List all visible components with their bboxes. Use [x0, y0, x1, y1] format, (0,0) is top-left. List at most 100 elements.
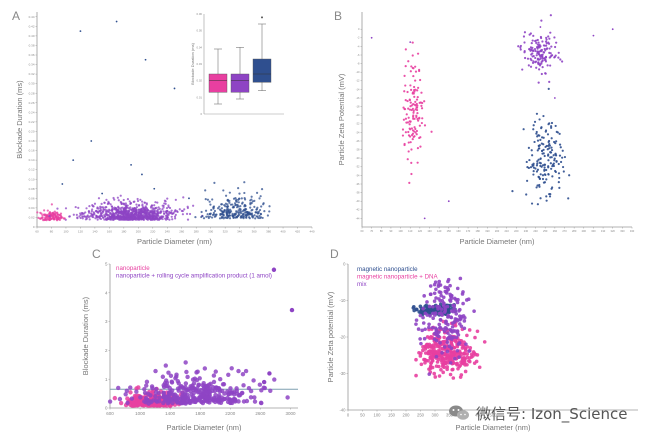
data-point-series-1	[137, 212, 141, 215]
data-point-series-1	[121, 218, 125, 221]
y-tick-label: -4	[357, 44, 360, 48]
data-point-series-1	[161, 391, 166, 396]
data-point-series-1	[116, 196, 119, 199]
data-point-series-2	[558, 143, 562, 146]
data-point-series-2	[253, 199, 256, 202]
data-point-series-2	[457, 309, 461, 313]
data-point-series-1	[167, 391, 173, 397]
x-tick-label: 130	[427, 229, 432, 233]
data-point-series-2	[543, 166, 546, 169]
data-point-series-2	[535, 186, 538, 189]
data-point-series-1	[541, 55, 544, 59]
data-point-series-1	[453, 339, 458, 343]
data-point-series-1	[188, 212, 192, 216]
data-point-series-2	[555, 140, 558, 143]
data-point-series-2	[457, 355, 461, 359]
x-tick-label: 110	[408, 229, 413, 233]
data-point-series-1	[118, 215, 121, 218]
data-point-series-1	[153, 214, 156, 217]
data-point-series-1	[92, 211, 95, 214]
data-point-series-1	[89, 215, 92, 218]
y-tick-label: 0.20	[29, 129, 35, 133]
data-point-series-2	[427, 304, 432, 309]
data-point-series-0	[417, 86, 420, 89]
data-point-series-1	[149, 214, 152, 217]
data-point-series-2	[258, 197, 261, 200]
data-point-series-0	[418, 116, 421, 119]
data-point-series-1	[185, 374, 190, 380]
data-point-series-1	[531, 46, 534, 49]
outlier-point	[79, 30, 82, 33]
data-point-series-0	[446, 309, 450, 313]
data-point-series-2	[418, 313, 423, 318]
data-point-series-1	[229, 390, 234, 395]
data-point-series-2	[547, 87, 550, 90]
data-point-series-1	[129, 208, 133, 211]
data-point-series-2	[207, 216, 210, 220]
outlier-point	[153, 187, 156, 190]
data-point-series-2	[446, 322, 450, 327]
data-point-series-1	[120, 206, 123, 209]
data-point-series-1	[561, 60, 564, 63]
data-point-series-0	[410, 127, 414, 130]
data-point-series-1	[212, 388, 218, 394]
data-point-series-1	[251, 378, 256, 383]
data-point-series-1	[104, 215, 107, 218]
data-point-series-1	[166, 197, 169, 200]
data-point-series-1	[538, 63, 541, 66]
data-point-series-0	[403, 74, 406, 77]
data-point-series-2	[549, 193, 552, 196]
y-tick-label: 0.04	[29, 206, 35, 210]
data-point-series-2	[235, 200, 238, 203]
data-point-series-1	[472, 361, 477, 365]
data-point-series-1	[122, 202, 126, 205]
data-point-series-2	[260, 188, 264, 191]
data-point-series-2	[557, 162, 560, 166]
data-point-series-2	[222, 189, 225, 192]
data-point-series-2	[540, 126, 543, 130]
data-point-series-1	[174, 213, 177, 216]
data-point-series-2	[215, 213, 218, 216]
data-point-series-2	[535, 112, 539, 115]
data-point-series-1	[180, 390, 185, 395]
data-point-series-1	[160, 374, 166, 379]
data-point-series-2	[547, 140, 550, 144]
data-point-series-2	[226, 203, 229, 206]
data-point-series-0	[136, 385, 141, 390]
outlier-point	[61, 183, 64, 185]
data-point-series-1	[440, 361, 444, 365]
data-point-series-1	[124, 218, 127, 221]
data-point-series-0	[414, 65, 417, 68]
data-point-series-0	[413, 130, 416, 133]
data-point-series-2	[235, 206, 239, 209]
data-point-series-1	[427, 336, 432, 340]
data-point-series-0	[50, 217, 54, 220]
x-tick-label: 300	[208, 230, 213, 234]
data-point-series-1	[135, 203, 138, 206]
data-point-series-1	[122, 198, 125, 202]
data-point-series-1	[542, 44, 546, 47]
data-point-series-2	[237, 187, 240, 190]
data-point-series-2	[446, 331, 450, 335]
data-point-series-1	[99, 217, 103, 221]
x-tick-label: 200	[136, 230, 141, 234]
data-point-series-1	[166, 214, 169, 217]
data-point-series-1	[450, 367, 454, 372]
data-point-series-2	[539, 157, 542, 161]
data-point-series-1	[153, 386, 159, 392]
data-point-series-2	[430, 326, 435, 330]
data-point-series-2	[432, 291, 437, 296]
data-point-series-1	[544, 58, 547, 62]
data-point-series-2	[532, 166, 535, 169]
data-point-series-2	[444, 320, 448, 324]
data-point-series-1	[119, 218, 122, 221]
data-point-series-2	[525, 160, 528, 164]
y-tick-label: -14	[356, 87, 360, 91]
data-point-series-2	[243, 209, 246, 212]
y-tick-label: -20	[356, 113, 360, 117]
data-point-series-2	[551, 186, 554, 189]
data-point-series-2	[221, 210, 224, 213]
data-point-series-1	[153, 394, 158, 399]
data-point-series-1	[530, 48, 533, 51]
data-point-series-1	[240, 371, 246, 377]
